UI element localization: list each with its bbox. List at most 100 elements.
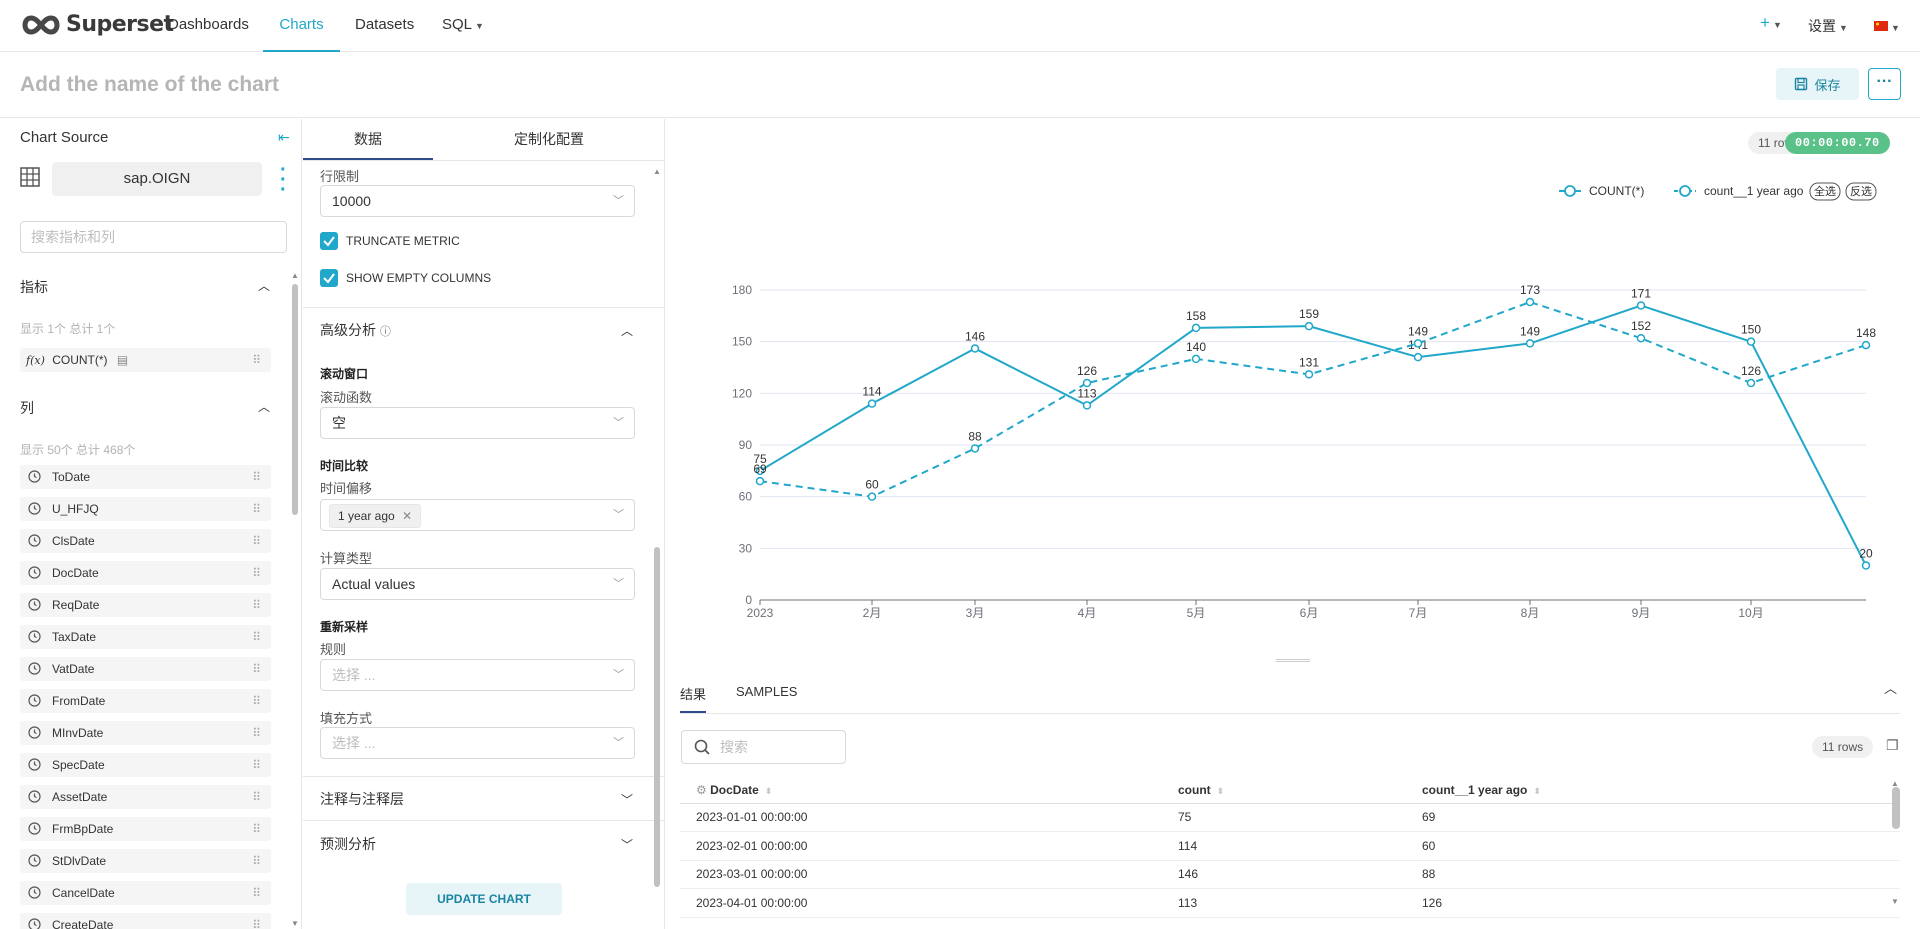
calculation-type-select[interactable]: Actual values ﹀	[320, 568, 635, 600]
columns-heading[interactable]: 列	[20, 400, 34, 416]
data-point[interactable]	[755, 466, 765, 476]
drag-handle-icon[interactable]: ⠿	[252, 886, 261, 900]
dataset-name[interactable]: sap.OIGN	[52, 162, 262, 196]
drag-handle-icon[interactable]: ⠿	[252, 470, 261, 484]
row-limit-select[interactable]: 10000 ﹀	[320, 185, 635, 217]
nav-dashboards[interactable]: Dashboards	[168, 16, 249, 33]
series-line-1[interactable]	[759, 300, 1867, 498]
column-item[interactable]: DocDate ⠿	[20, 561, 271, 585]
settings-menu[interactable]: 设置 ▼	[1808, 16, 1848, 36]
scroll-up-arrow-icon[interactable]: ▲	[653, 167, 661, 176]
drag-handle-icon[interactable]: ⠿	[252, 353, 261, 367]
drag-handle-icon[interactable]: ⠿	[252, 502, 261, 516]
drag-handle-icon[interactable]: ⠿	[252, 918, 261, 929]
data-point[interactable]	[1304, 370, 1314, 379]
drag-handle-icon[interactable]: ⠿	[252, 726, 261, 740]
line-chart[interactable]: 0 30 60 90 120 150 180 2023 2月 3月 4月 5月 6月 7月 8月 9月 10月 7…	[666, 159, 1920, 679]
legend-swatch-marker[interactable]	[1679, 185, 1691, 197]
data-point[interactable]	[1636, 333, 1646, 343]
data-point[interactable]	[1861, 561, 1871, 570]
series-line-0[interactable]	[759, 304, 1867, 567]
tab-samples[interactable]: SAMPLES	[736, 684, 798, 699]
drag-handle-icon[interactable]: ⠿	[252, 822, 261, 836]
drag-handle-icon[interactable]: ⠿	[252, 662, 261, 676]
column-item[interactable]: CreateDate ⠿	[20, 913, 271, 929]
nav-charts[interactable]: Charts	[263, 0, 340, 52]
metrics-columns-search-input[interactable]: 搜索指标和列	[20, 221, 287, 253]
data-point[interactable]	[1191, 354, 1201, 364]
data-point[interactable]	[1082, 378, 1092, 388]
column-item[interactable]: TaxDate ⠿	[20, 625, 271, 649]
new-menu[interactable]: + ▼	[1760, 13, 1782, 33]
drag-handle-icon[interactable]: ⠿	[252, 790, 261, 804]
table-row[interactable]: 2023-04-01 00:00:00 113 126	[680, 890, 1900, 918]
table-row[interactable]: 2023-02-01 00:00:00 114 60	[680, 833, 1900, 861]
data-point[interactable]	[970, 344, 980, 353]
info-icon[interactable]: ⓘ	[379, 326, 391, 338]
sort-icon[interactable]: ⬍	[1533, 786, 1541, 796]
language-menu[interactable]: ▼	[1874, 18, 1900, 34]
drag-handle-icon[interactable]: ⠿	[252, 534, 261, 548]
column-item[interactable]: FromDate ⠿	[20, 689, 271, 713]
data-point[interactable]	[1861, 340, 1871, 350]
drag-handle-icon[interactable]: ⠿	[252, 854, 261, 868]
drag-handle-icon[interactable]: ⠿	[252, 758, 261, 772]
column-item[interactable]: SpecDate ⠿	[20, 753, 271, 777]
column-item[interactable]: FrmBpDate ⠿	[20, 817, 271, 841]
data-point[interactable]	[755, 476, 765, 486]
column-item[interactable]: ToDate ⠿	[20, 465, 271, 489]
rolling-function-select[interactable]: 空 ﹀	[320, 407, 635, 439]
collapse-panel-icon[interactable]: ⇤	[278, 129, 290, 145]
column-item[interactable]: U_HFJQ ⠿	[20, 497, 271, 521]
chevron-up-icon[interactable]: ︿	[258, 279, 271, 293]
data-point[interactable]	[1191, 323, 1201, 333]
column-header-docdate[interactable]: ⚙ DocDate ⬍	[696, 783, 772, 797]
update-chart-button[interactable]: UPDATE CHART	[406, 883, 562, 915]
scroll-down-arrow-icon[interactable]: ▼	[1891, 897, 1899, 906]
drag-handle-icon[interactable]: ⠿	[252, 694, 261, 708]
tab-results[interactable]: 结果	[680, 684, 707, 713]
chevron-down-icon[interactable]: ﹀	[621, 838, 634, 852]
column-item[interactable]: ClsDate ⠿	[20, 529, 271, 553]
chevron-down-icon[interactable]: ﹀	[621, 793, 634, 807]
drag-handle-icon[interactable]: ⠿	[252, 566, 261, 580]
data-point[interactable]	[1525, 339, 1535, 348]
legend-label[interactable]: COUNT(*)	[1589, 184, 1644, 198]
data-point[interactable]	[867, 492, 877, 501]
table-row[interactable]: 2023-01-01 00:00:00 75 69	[680, 804, 1900, 832]
column-item[interactable]: VatDate ⠿	[20, 657, 271, 681]
more-options-button[interactable]: ···	[1868, 68, 1901, 100]
scroll-down-arrow-icon[interactable]: ▼	[291, 919, 299, 928]
data-point[interactable]	[1525, 297, 1535, 307]
data-point[interactable]	[1304, 321, 1314, 331]
data-point[interactable]	[1413, 352, 1423, 362]
data-point[interactable]	[1413, 339, 1423, 348]
tab-data[interactable]: 数据	[303, 119, 433, 160]
chart-title-input[interactable]: Add the name of the chart	[20, 73, 280, 96]
legend-swatch-marker[interactable]	[1564, 185, 1576, 197]
legend-invert-button[interactable]	[1845, 182, 1877, 201]
metric-item[interactable]: f(x) COUNT(*) ▤ ⠿	[20, 348, 271, 372]
column-item[interactable]: MInvDate ⠿	[20, 721, 271, 745]
drag-handle-icon[interactable]: ⠿	[252, 598, 261, 612]
save-button[interactable]: 保存	[1776, 68, 1859, 100]
rule-select[interactable]: 选择 ... ﹀	[320, 659, 635, 691]
table-row[interactable]: 2023-03-01 00:00:00 146 88	[680, 861, 1900, 889]
chevron-up-icon[interactable]: ︿	[621, 324, 634, 338]
drag-handle-icon[interactable]: ⠿	[252, 630, 261, 644]
advanced-analytics-heading[interactable]: 高级分析 ⓘ	[320, 320, 391, 340]
legend-invert-label[interactable]: 反选	[1850, 185, 1872, 198]
column-item[interactable]: ReqDate ⠿	[20, 593, 271, 617]
data-point[interactable]	[1082, 401, 1092, 410]
superset-logo[interactable]: Superset	[20, 12, 174, 37]
copy-icon[interactable]: ❐	[1886, 737, 1899, 753]
sort-icon[interactable]: ⬍	[764, 786, 773, 796]
dataset-menu-icon[interactable]: · · ·	[280, 159, 287, 201]
left-scrollbar[interactable]	[292, 284, 298, 515]
data-point[interactable]	[1636, 301, 1646, 310]
collapse-results-icon[interactable]: ︿	[1884, 681, 1898, 696]
scroll-up-arrow-icon[interactable]: ▲	[291, 271, 299, 280]
scroll-up-arrow-icon[interactable]: ▲	[1891, 779, 1899, 788]
results-search-input[interactable]: 搜索	[681, 730, 846, 764]
forecast-heading[interactable]: 预测分析	[320, 836, 376, 852]
